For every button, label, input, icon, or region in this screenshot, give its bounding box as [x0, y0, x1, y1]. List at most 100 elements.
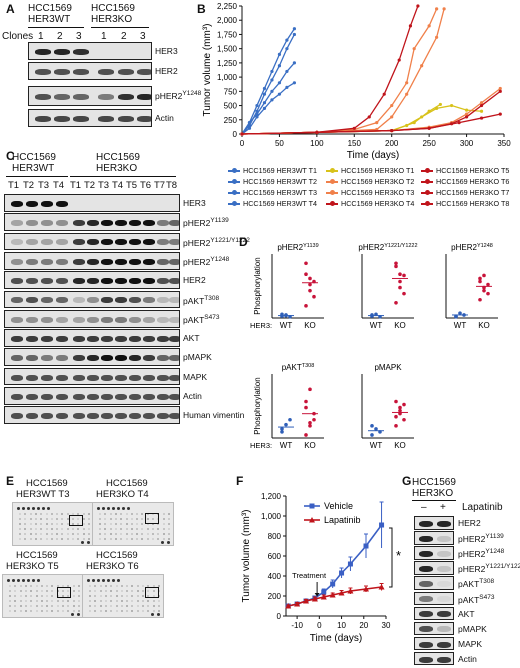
panel-f-ytick-label: 0	[277, 612, 282, 621]
band	[26, 220, 38, 227]
panel-d-plot-2: pHER2Y1221/Y1222 WT KO	[358, 243, 417, 330]
panel-b-legend-entry: HCC1569 HER3KO T8	[436, 199, 510, 208]
band	[169, 297, 179, 304]
panel-e-spot	[147, 595, 150, 597]
band	[129, 220, 141, 227]
panel-e-spot	[77, 538, 80, 540]
band	[143, 278, 155, 285]
panel-d-point	[394, 261, 398, 266]
panel-e-ref-spot	[87, 541, 90, 544]
panel-e-spot	[152, 513, 154, 515]
panel-b-point	[262, 92, 267, 96]
panel-e-spot	[82, 528, 85, 530]
panel-a-bracket-wt	[28, 27, 84, 28]
panel-e-spot	[67, 585, 70, 587]
panel-e-spot	[56, 533, 59, 535]
band	[118, 94, 134, 100]
band	[101, 316, 113, 323]
panel-d-point	[478, 297, 482, 302]
panel-e-spot	[46, 610, 49, 612]
panel-e-spot	[126, 595, 129, 597]
panel-e-spot	[9, 585, 11, 587]
panel-c-bracket-ko	[70, 176, 176, 177]
panel-a-blot-her2	[28, 62, 152, 80]
panel-e-spot	[136, 590, 139, 592]
panel-d-point	[398, 285, 402, 290]
band	[56, 278, 68, 285]
panel-e-spot	[40, 538, 43, 540]
panel-e-spot	[152, 585, 155, 587]
panel-d-point	[398, 279, 402, 284]
panel-e-spot	[24, 605, 27, 607]
panel-d-point	[398, 408, 402, 413]
panel-f-point	[347, 561, 353, 567]
panel-c-row-label-name: pMAPK	[183, 352, 212, 363]
panel-e-array-title-line2: HER3KO T4	[96, 489, 149, 500]
band	[169, 393, 179, 400]
panel-e-spot	[14, 610, 17, 612]
panel-f-point	[321, 589, 327, 595]
band	[157, 278, 169, 285]
panel-e-spot	[66, 533, 69, 535]
band	[115, 297, 127, 304]
panel-d-plot-title: pHER2Y1248	[451, 243, 493, 252]
band	[73, 374, 85, 381]
panel-e-spot	[77, 585, 80, 587]
panel-e-spot	[34, 518, 37, 520]
panel-e-spot	[141, 513, 144, 515]
panel-e-spot	[19, 513, 21, 515]
panel-a-blot-pher2	[28, 86, 152, 106]
panel-b-ytick-label: 2,250	[217, 2, 238, 11]
band	[54, 69, 70, 75]
band	[26, 393, 38, 400]
panel-e-spot	[110, 585, 113, 587]
panel-e-spot	[110, 595, 113, 597]
panel-e-spot	[40, 518, 43, 520]
band	[143, 335, 155, 342]
band	[11, 220, 23, 227]
band	[11, 239, 23, 246]
panel-e-highlight-box	[69, 515, 83, 526]
panel-b-point	[285, 69, 289, 74]
panel-c-row-label: Actin	[183, 391, 202, 401]
panel-b-point	[285, 38, 289, 42]
band	[54, 94, 70, 100]
panel-e-ref-spot	[97, 579, 100, 582]
panel-b-point	[412, 47, 416, 51]
panel-e-spot	[115, 600, 118, 602]
panel-d-plot-title-name: pMAPK	[374, 363, 402, 372]
panel-e-spot	[56, 600, 59, 602]
panel-e-spot	[126, 605, 129, 607]
panel-e-spot	[14, 600, 17, 602]
panel-b-ytick-label: 1,500	[217, 45, 238, 54]
band	[419, 641, 433, 648]
panel-g-blot-row	[414, 576, 454, 590]
band	[157, 297, 169, 304]
band	[169, 239, 179, 246]
panel-e-spot	[29, 523, 32, 525]
panel-a-clones-label: Clones	[2, 31, 34, 42]
panel-c-group2-line2: HER3KO	[96, 163, 138, 174]
band	[41, 335, 53, 342]
panel-e-spot	[94, 605, 97, 607]
panel-e-spot	[51, 585, 54, 587]
panel-e-spot	[67, 590, 70, 592]
panel-e-spot	[104, 585, 107, 587]
panel-e-spot	[146, 523, 149, 525]
panel-e-spot	[157, 538, 160, 540]
panel-e-ref-spot	[92, 579, 95, 582]
panel-d-point	[398, 405, 402, 410]
panel-a-group2-line2: HER3KO	[91, 14, 133, 25]
panel-d-xcat-label: WT	[370, 441, 383, 450]
panel-b-point	[270, 69, 274, 74]
band	[129, 355, 141, 362]
band	[419, 566, 433, 573]
panel-e-spot	[99, 533, 101, 535]
panel-e-spot	[131, 585, 134, 587]
panel-e-spot	[87, 513, 90, 515]
panel-e-ref-spot	[157, 613, 160, 616]
panel-e-spot	[51, 590, 54, 592]
band	[129, 413, 141, 420]
band	[169, 355, 179, 362]
band	[73, 355, 85, 362]
